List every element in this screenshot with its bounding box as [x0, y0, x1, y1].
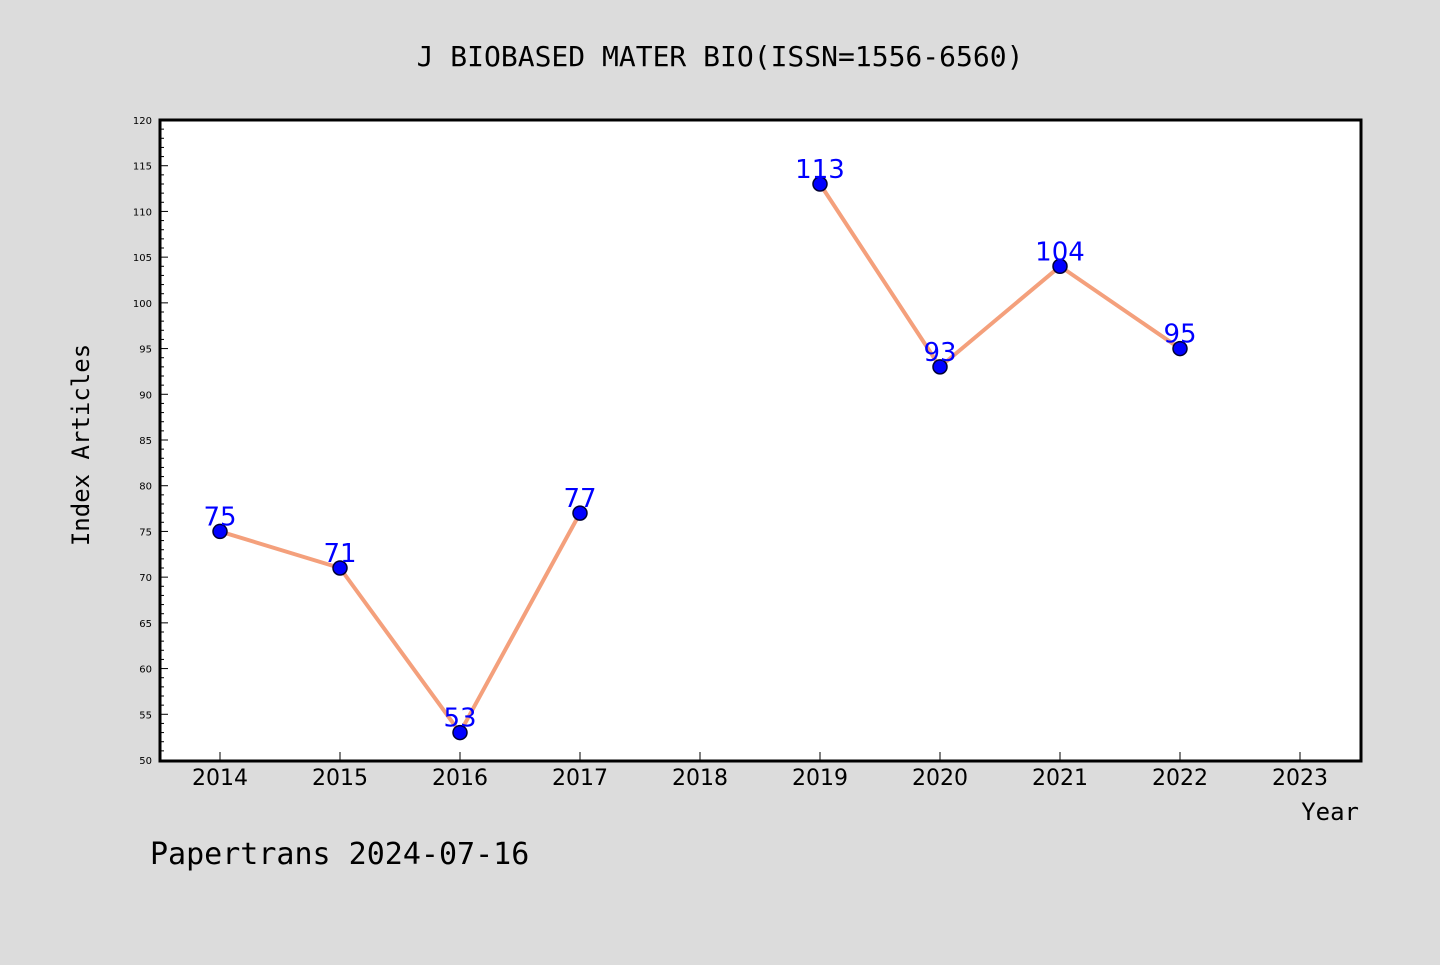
chart-title: J BIOBASED MATER BIO(ISSN=1556-6560)	[417, 40, 1024, 73]
y-tick-label: 70	[139, 573, 152, 584]
data-label: 113	[795, 155, 845, 185]
x-tick-label: 2020	[912, 766, 968, 791]
data-point	[932, 359, 948, 375]
x-tick-label: 2016	[432, 766, 488, 791]
data-label: 77	[563, 484, 596, 514]
x-tick-label: 2023	[1272, 766, 1328, 791]
data-point	[1052, 258, 1068, 275]
plot-area	[158, 118, 1363, 763]
x-axis-label: Year	[1301, 798, 1359, 826]
y-tick-label: 115	[133, 162, 152, 173]
data-point	[212, 523, 228, 540]
x-tick-label: 2022	[1152, 766, 1208, 791]
series-line	[818, 182, 1182, 369]
y-tick-label: 85	[139, 436, 152, 447]
series-line	[219, 512, 582, 735]
x-tick-label: 2014	[192, 766, 248, 791]
data-point	[452, 724, 468, 741]
data-label: 71	[323, 539, 356, 569]
y-tick-label: 55	[139, 710, 152, 721]
data-point	[1172, 340, 1188, 357]
y-tick-label: 75	[139, 527, 152, 538]
y-tick-label: 80	[139, 482, 152, 493]
y-tick-label: 95	[139, 345, 152, 356]
x-tick-label: 2015	[312, 766, 368, 791]
y-axis-label: Index Articles	[67, 344, 95, 546]
data-label: 53	[443, 704, 476, 734]
data-label: 95	[1163, 320, 1196, 350]
footer-credit: Papertrans 2024-07-16	[150, 837, 529, 872]
x-axis-ticks: 2014 2015 2016 2017 2018 2019 2020 2021 2022 2023	[192, 752, 1328, 791]
data-point	[572, 505, 588, 521]
y-axis-ticks: 50 55 60 65 70 75 80 85 90 95 100 105 110 115 120	[133, 116, 168, 767]
x-tick-label: 2017	[552, 766, 608, 791]
y-tick-label: 110	[133, 207, 152, 218]
y-tick-label: 90	[139, 390, 152, 401]
x-tick-label: 2019	[792, 766, 848, 791]
y-tick-label: 105	[133, 253, 152, 264]
y-tick-label: 100	[133, 299, 152, 310]
x-tick-label: 2018	[672, 766, 728, 791]
data-point	[332, 560, 348, 576]
data-point	[812, 176, 828, 192]
data-label: 104	[1035, 237, 1085, 267]
data-label: 93	[923, 338, 956, 368]
data-labels: 75 71 53 77 113 93 104 95	[203, 155, 1196, 734]
data-series	[212, 176, 1188, 741]
y-tick-label: 60	[139, 665, 152, 676]
y-tick-label: 120	[133, 116, 152, 127]
data-label: 75	[203, 502, 236, 532]
y-tick-label: 65	[139, 619, 152, 630]
y-tick-label: 50	[139, 756, 152, 767]
x-tick-label: 2021	[1032, 766, 1088, 791]
